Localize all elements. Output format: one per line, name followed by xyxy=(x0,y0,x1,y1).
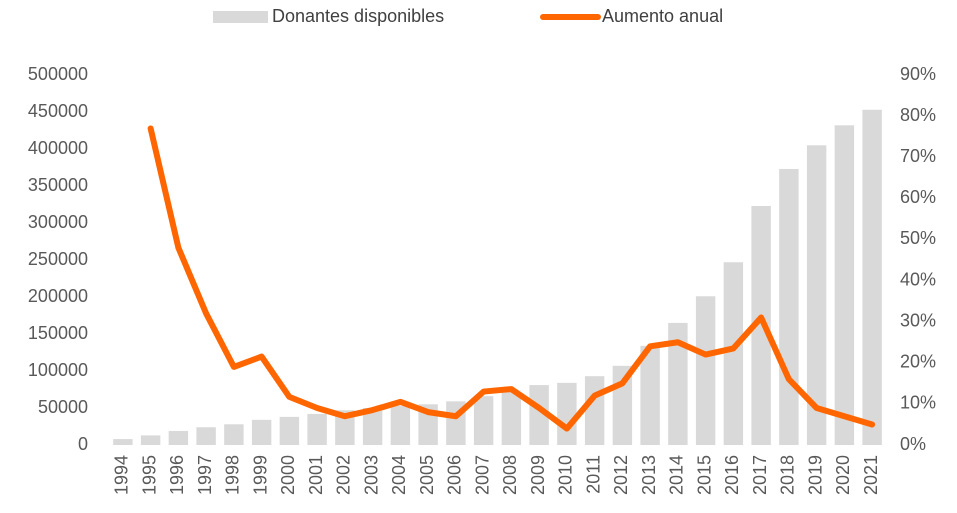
bar xyxy=(251,419,272,445)
bar xyxy=(779,168,799,446)
bar xyxy=(473,396,494,445)
x-tick-label: 2007 xyxy=(472,455,492,495)
bar xyxy=(168,430,189,445)
x-tick-label: 2020 xyxy=(833,455,853,495)
x-tick-label: 2000 xyxy=(278,455,298,495)
x-tick-label: 2014 xyxy=(667,455,687,495)
x-tick-label: 2004 xyxy=(389,455,409,495)
y2-tick-label: 70% xyxy=(900,146,936,166)
x-tick-label: 2018 xyxy=(778,455,798,495)
bar xyxy=(584,376,605,445)
y-tick-label: 500000 xyxy=(28,64,88,84)
bar xyxy=(834,125,855,445)
x-tick-label: 2013 xyxy=(639,455,659,495)
x-tick-label: 2009 xyxy=(528,455,548,495)
line xyxy=(147,125,876,432)
bar xyxy=(640,345,660,445)
x-tick-label: 2001 xyxy=(306,455,326,495)
y2-tick-label: 50% xyxy=(900,228,936,248)
x-tick-label: 1994 xyxy=(112,455,132,495)
legend-swatch xyxy=(213,11,268,23)
y-tick-label: 250000 xyxy=(28,249,88,269)
y2-tick-label: 80% xyxy=(900,105,936,125)
x-tick-label: 2008 xyxy=(500,455,520,495)
bar xyxy=(806,145,827,446)
bar xyxy=(196,427,216,445)
bar xyxy=(140,435,161,445)
y-tick-label: 350000 xyxy=(28,175,88,195)
legend-label: Aumento anual xyxy=(602,6,723,26)
y-tick-label: 400000 xyxy=(28,138,88,158)
bar xyxy=(307,413,327,445)
x-tick-label: 1997 xyxy=(195,455,215,495)
bar xyxy=(390,405,411,445)
x-tick-label: 2010 xyxy=(556,455,576,495)
bar xyxy=(501,391,522,445)
y2-tick-label: 60% xyxy=(900,187,936,207)
x-tick-label: 2015 xyxy=(694,455,714,495)
y2-tick-label: 20% xyxy=(900,352,936,372)
x-tick-label: 2005 xyxy=(417,455,437,495)
y-tick-label: 200000 xyxy=(28,286,88,306)
y-tick-label: 450000 xyxy=(28,101,88,121)
y-tick-label: 150000 xyxy=(28,323,88,343)
bar xyxy=(224,424,244,445)
bar xyxy=(557,382,577,445)
x-tick-label: 2021 xyxy=(861,455,881,495)
y-tick-label: 100000 xyxy=(28,360,88,380)
y-tick-label: 300000 xyxy=(28,212,88,232)
y2-tick-label: 10% xyxy=(900,393,936,413)
x-tick-label: 1999 xyxy=(250,455,270,495)
bar xyxy=(362,408,383,445)
legend-label: Donantes disponibles xyxy=(272,6,444,26)
x-tick-label: 1995 xyxy=(139,455,159,495)
bar xyxy=(723,262,744,445)
x-tick-label: 2011 xyxy=(583,455,603,494)
bar xyxy=(862,109,882,445)
y2-tick-label: 40% xyxy=(900,269,936,289)
x-tick-label: 2002 xyxy=(334,455,354,495)
bar xyxy=(695,296,716,445)
bar xyxy=(751,205,771,445)
bar xyxy=(279,416,300,445)
bar xyxy=(668,322,688,445)
y-tick-label: 50000 xyxy=(38,397,88,417)
x-tick-label: 2017 xyxy=(750,455,770,495)
y2-tick-label: 90% xyxy=(900,64,936,84)
y2-tick-label: 0% xyxy=(900,434,926,454)
x-tick-label: 1996 xyxy=(167,455,187,495)
x-tick-label: 2003 xyxy=(361,455,381,495)
bar xyxy=(335,410,355,445)
x-tick-label: 2019 xyxy=(805,455,825,495)
x-tick-label: 1998 xyxy=(223,455,243,495)
x-tick-label: 2006 xyxy=(445,455,465,495)
bar xyxy=(113,439,133,445)
x-tick-label: 2012 xyxy=(611,455,631,495)
bar xyxy=(529,385,549,445)
y-tick-label: 0 xyxy=(78,434,88,454)
y2-tick-label: 30% xyxy=(900,310,936,330)
x-tick-label: 2016 xyxy=(722,455,742,495)
